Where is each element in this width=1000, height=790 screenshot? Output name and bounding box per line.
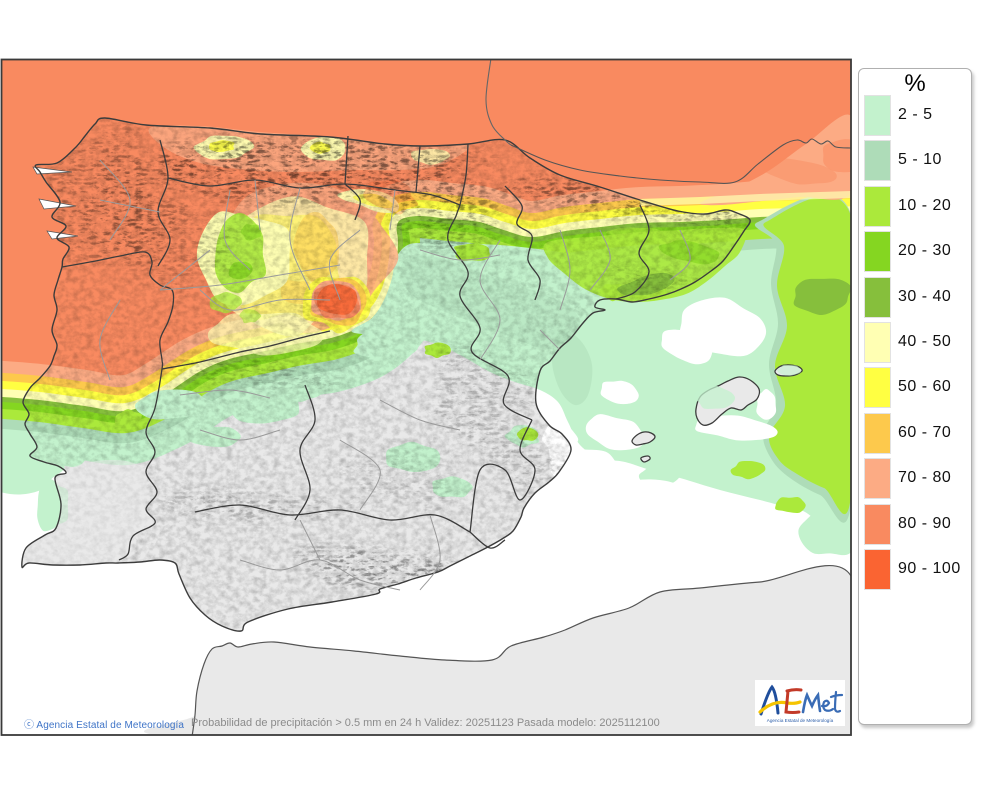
svg-text:Agencia Estatal de Meteorologí: Agencia Estatal de Meteorología: [767, 718, 834, 723]
